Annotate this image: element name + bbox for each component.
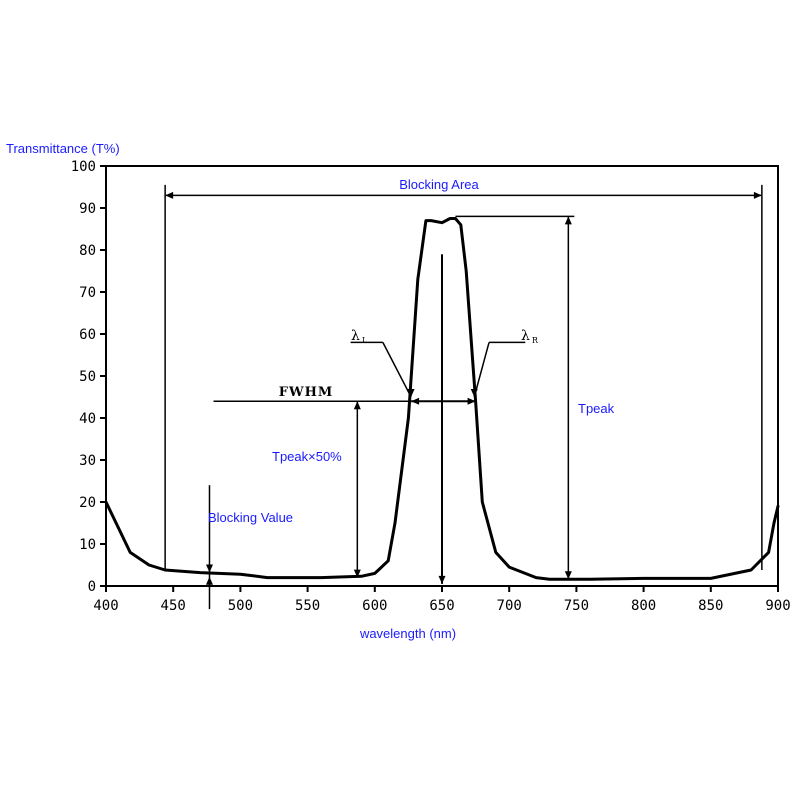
tpeak-half-label: Tpeak×50% (272, 449, 342, 464)
x-tick-label: 600 (362, 598, 387, 614)
lambda-r-sub: R (532, 336, 539, 345)
fwhm-arrow-left (411, 397, 420, 405)
annotations (164, 184, 763, 610)
y-tick-label: 10 (79, 537, 96, 553)
y-tick-label: 30 (79, 453, 96, 469)
y-tick-label: 80 (79, 243, 96, 259)
x-tick-label: 450 (161, 598, 186, 614)
fwhm-arrow-right (467, 397, 476, 405)
y-tick-label: 20 (79, 495, 96, 511)
x-tick-label: 400 (93, 598, 118, 614)
blocking-value-arrow-bottom (205, 576, 213, 585)
lambda-r-leader-diagonal (473, 342, 490, 398)
fwhm-label: FWHM (279, 385, 334, 400)
tpeak-label: Tpeak (578, 401, 615, 416)
x-tick-label: 900 (765, 598, 790, 614)
tpeak-arrow-bottom (564, 571, 572, 580)
x-ticks: 400 450 500 550 600 650 700 750 800 850 900 (93, 586, 791, 614)
x-axis-title: wavelength (nm) (359, 626, 456, 641)
y-axis-title: Transmittance (T%) (6, 141, 120, 156)
y-tick-label: 50 (79, 369, 96, 385)
x-tick-label: 800 (631, 598, 656, 614)
lambda-l-sub: L (362, 336, 368, 345)
y-tick-label: 40 (79, 411, 96, 427)
blocking-value-label: Blocking Value (208, 510, 293, 525)
tpeak-half-arrow-bottom (353, 569, 361, 578)
lambda-l-symbol: λ (351, 328, 360, 344)
blocking-area-arrow-left (165, 191, 174, 199)
x-tick-label: 500 (228, 598, 253, 614)
x-tick-label: 700 (497, 598, 522, 614)
y-tick-label: 0 (88, 579, 96, 595)
y-ticks: 0 10 20 30 40 50 60 70 80 90 100 (71, 159, 106, 595)
tpeak-half-arrow-top (353, 401, 361, 410)
y-tick-label: 70 (79, 285, 96, 301)
series-line (104, 217, 780, 581)
center-wavelength-arrow (438, 575, 446, 584)
tpeak-arrow-top (564, 216, 572, 225)
y-tick-label: 60 (79, 327, 96, 343)
blocking-area-label: Blocking Area (399, 177, 479, 192)
blocking-area-arrow-right (753, 191, 762, 199)
x-tick-label: 850 (698, 598, 723, 614)
x-tick-label: 750 (564, 598, 589, 614)
y-tick-label: 90 (79, 201, 96, 217)
lambda-r-symbol: λ (521, 328, 530, 344)
x-tick-label: 550 (295, 598, 320, 614)
y-tick-label: 100 (71, 159, 96, 175)
lambda-l-leader-diagonal (382, 342, 412, 398)
x-tick-label: 650 (429, 598, 454, 614)
blocking-value-arrow-top (205, 564, 213, 573)
